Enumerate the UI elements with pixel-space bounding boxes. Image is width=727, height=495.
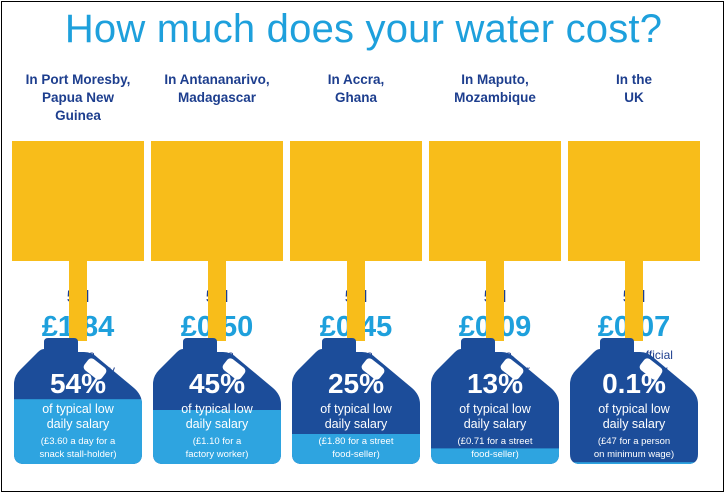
jerrycan-handle-hole bbox=[639, 358, 663, 380]
water-fill-level bbox=[14, 399, 142, 464]
price-sign: 50l£0.45from atanker truck bbox=[290, 141, 422, 377]
location-label: In Antananarivo, Madagascar bbox=[164, 72, 270, 105]
salary-note: (£3.60 a day for a snack stall-holder) bbox=[39, 436, 117, 460]
water-fill-level bbox=[292, 434, 420, 464]
jerrycan-handle-hole bbox=[222, 358, 246, 380]
jerrycan-icon bbox=[570, 338, 698, 464]
chart-title: How much does your water cost? bbox=[64, 7, 663, 51]
water-fill-level bbox=[570, 462, 698, 464]
salary-percent: 54% bbox=[49, 368, 107, 399]
jerrycan-icon bbox=[292, 338, 420, 464]
salary-description: of typical low daily salary bbox=[42, 402, 114, 431]
column-3: In Accra,Ghana 50l£0.45from atanker truck… bbox=[286, 0, 426, 495]
jerrycan-handle-hole bbox=[83, 358, 107, 380]
salary-percent: 0.1% bbox=[602, 368, 666, 399]
location-label: In Maputo, Mozambique bbox=[454, 72, 536, 105]
salary-description: of typical low daily salary bbox=[459, 402, 531, 431]
salary-percent: 25% bbox=[327, 368, 385, 399]
location-label: In Port Moresby, Papua New Guinea bbox=[25, 72, 131, 123]
jerrycan-body bbox=[292, 338, 420, 464]
salary-percent: 13% bbox=[466, 368, 524, 399]
water-fill-level bbox=[153, 410, 281, 464]
sign-pole bbox=[69, 261, 87, 341]
price-sign: 50l£0.50from atanker truck bbox=[151, 141, 283, 377]
sign-pole bbox=[625, 261, 643, 341]
salary-note: (£1.10 for a factory worker) bbox=[185, 436, 249, 460]
sign-pole bbox=[486, 261, 504, 341]
jerrycan-handle-hole bbox=[500, 358, 524, 380]
price-sign: 50l£0.07from an officialpiped supply bbox=[568, 141, 700, 377]
jerrycan-body bbox=[431, 338, 559, 464]
salary-description: of typical low daily salary bbox=[320, 402, 392, 431]
water-fill-level bbox=[431, 448, 559, 464]
location-label: In Accra, Ghana bbox=[327, 72, 385, 105]
sign-pole bbox=[347, 261, 365, 341]
sign-pole bbox=[208, 261, 226, 341]
salary-description: of typical low daily salary bbox=[598, 402, 670, 431]
jerrycan-icon bbox=[153, 338, 281, 464]
price-sign: 50l£1.84from awater deliveryservice bbox=[12, 141, 144, 392]
jerrycan-handle-hole bbox=[361, 358, 385, 380]
salary-description: of typical low daily salary bbox=[181, 402, 253, 431]
column-4: In Maputo,Mozambique 50l£0.09from astreet… bbox=[425, 0, 565, 495]
salary-note: (£0.71 for a street food-seller) bbox=[457, 436, 533, 460]
salary-percent: 45% bbox=[188, 368, 246, 399]
jerrycan-icon bbox=[431, 338, 559, 464]
salary-note: (£47 for a person on minimum wage) bbox=[593, 436, 675, 460]
location-label: In the UK bbox=[616, 72, 652, 105]
salary-note: (£1.80 for a street food-seller) bbox=[318, 436, 394, 460]
jerrycan-body bbox=[570, 338, 698, 464]
column-2: In Antananarivo,Madagascar 50l£0.50from a… bbox=[147, 0, 287, 495]
jerrycan-icon bbox=[14, 338, 142, 464]
